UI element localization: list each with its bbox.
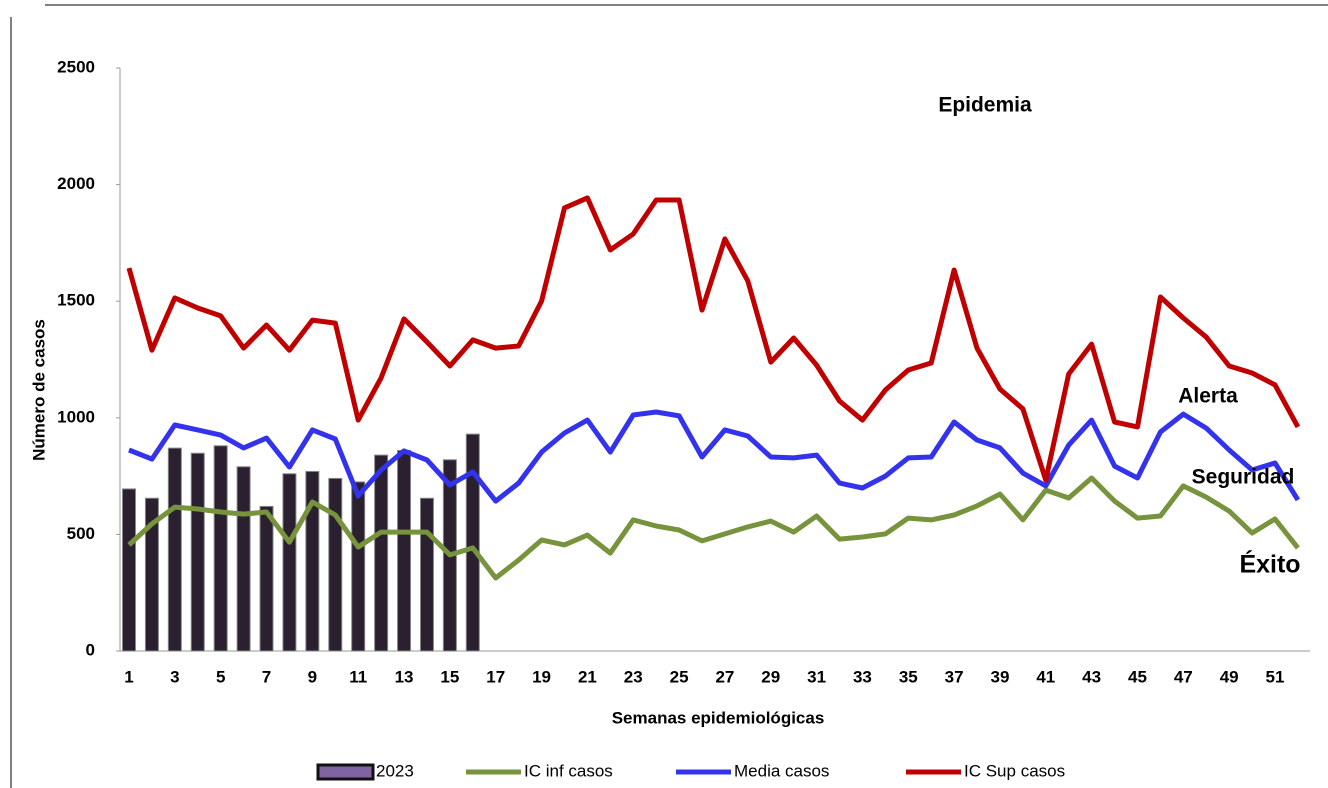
x-tick-label: 15 — [440, 667, 459, 686]
x-axis-label: Semanas epidemiológicas — [612, 708, 825, 727]
bar — [419, 497, 434, 652]
bar — [259, 505, 274, 652]
bar — [351, 481, 366, 652]
line-series — [127, 475, 1300, 581]
x-tick-label: 37 — [945, 667, 964, 686]
bar — [282, 473, 297, 652]
bar — [305, 470, 320, 652]
bar — [190, 452, 205, 652]
y-tick-label: 0 — [86, 640, 95, 659]
x-tick-label: 49 — [1220, 667, 1239, 686]
x-tick-label: 43 — [1082, 667, 1101, 686]
y-tick-label: 500 — [67, 524, 95, 543]
x-tick-label: 21 — [578, 667, 597, 686]
annotation: Seguridad — [1192, 466, 1295, 489]
x-tick-label: 3 — [170, 667, 179, 686]
x-tick-label: 13 — [395, 667, 414, 686]
y-tick-label: 2000 — [57, 174, 95, 193]
bar — [374, 454, 389, 652]
bar — [236, 466, 251, 652]
legend-swatch — [316, 763, 375, 781]
bar — [397, 449, 412, 652]
x-tick-label: 45 — [1128, 667, 1147, 686]
x-tick-label: 9 — [308, 667, 317, 686]
x-tick-label: 39 — [990, 667, 1009, 686]
x-tick-label: 5 — [216, 667, 225, 686]
annotation: Alerta — [1178, 385, 1238, 408]
x-tick-label: 33 — [853, 667, 872, 686]
x-tick-label: 1 — [124, 667, 133, 686]
x-tick-label: 11 — [349, 667, 367, 686]
y-tick-label: 2500 — [57, 57, 95, 76]
line-series — [128, 409, 1301, 504]
x-tick-label: 25 — [670, 667, 689, 686]
bar — [167, 447, 182, 652]
legend-label: Media casos — [734, 761, 829, 780]
y-axis-label: Número de casos — [29, 319, 48, 461]
y-tick-label: 1000 — [57, 407, 95, 426]
legend-label: IC Sup casos — [964, 761, 1065, 780]
legend-label: 2023 — [376, 761, 414, 780]
x-tick-label: 23 — [624, 667, 643, 686]
y-tick-label: 1500 — [57, 291, 95, 310]
x-tick-label: 47 — [1174, 667, 1193, 686]
x-tick-label: 41 — [1036, 667, 1055, 686]
annotation: Epidemia — [938, 94, 1032, 117]
bar — [328, 477, 343, 652]
x-tick-label: 7 — [262, 667, 271, 686]
x-tick-label: 27 — [715, 667, 734, 686]
x-tick-label: 19 — [532, 667, 551, 686]
line-series — [126, 195, 1301, 483]
x-tick-label: 29 — [761, 667, 780, 686]
legend-label: IC inf casos — [524, 761, 613, 780]
x-tick-label: 31 — [807, 667, 826, 686]
bar — [144, 497, 159, 652]
annotation: Éxito — [1239, 550, 1300, 579]
x-tick-label: 51 — [1266, 667, 1285, 686]
x-tick-label: 35 — [899, 667, 918, 686]
x-tick-label: 17 — [486, 667, 505, 686]
bar — [122, 488, 136, 652]
bar — [465, 433, 480, 652]
bar — [213, 445, 228, 652]
